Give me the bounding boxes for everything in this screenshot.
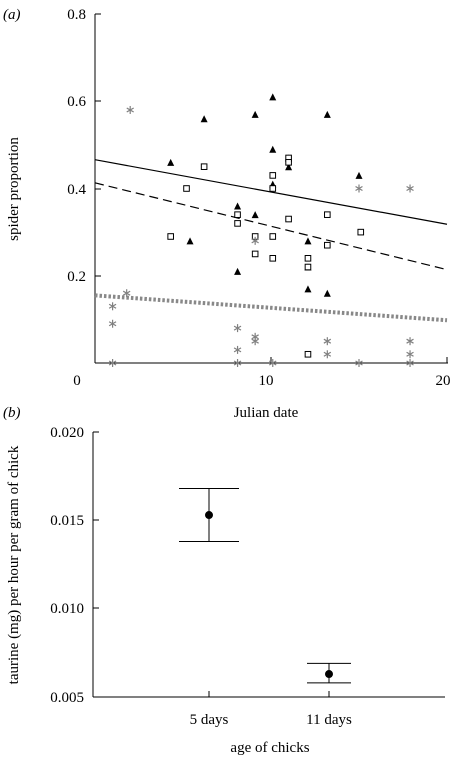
panel-b-ytick-label: 0.005 — [50, 690, 84, 706]
panel-a-xtick-label: 0 — [73, 373, 81, 389]
asterisk-point — [233, 324, 242, 333]
square-point — [200, 163, 208, 170]
panel-a-data-points — [108, 93, 414, 367]
panel-b-category-label: 5 days — [190, 712, 229, 728]
panel-a-y-axis-label: spider proportion — [6, 137, 22, 241]
triangle-point — [304, 285, 312, 293]
asterisk-point — [251, 236, 259, 245]
panel-b-label: (b) — [3, 405, 21, 421]
asterisk-point — [108, 359, 117, 367]
asterisk-point — [126, 105, 134, 114]
triangle-point — [269, 93, 277, 101]
asterisk-point — [233, 345, 242, 354]
triangle-point — [285, 163, 293, 171]
asterisk-point — [323, 337, 332, 346]
regression-line-dashed — [94, 182, 448, 271]
panel-a-ytick-label: 0.8 — [67, 7, 86, 23]
panel-a-xtick-label: 10 — [259, 373, 274, 389]
mean-point — [205, 511, 213, 520]
panel-b-ytick-label: 0.020 — [50, 425, 84, 441]
square-point — [251, 250, 259, 258]
asterisk-point — [406, 359, 414, 367]
panel-b: (b) 0.020 0.015 0.010 0.005 5 days 11 da… — [3, 405, 445, 756]
asterisk-point — [233, 359, 242, 367]
triangle-point — [304, 237, 312, 245]
asterisk-point — [406, 337, 414, 346]
panel-b-x-axis-label: age of chicks — [230, 740, 309, 756]
panel-b-ytick-label: 0.015 — [50, 513, 84, 529]
square-point — [234, 211, 241, 218]
asterisk-point — [406, 184, 414, 193]
square-point — [304, 263, 312, 271]
square-point — [324, 211, 331, 218]
triangle-point — [323, 110, 331, 118]
triangle-point — [186, 237, 194, 245]
asterisk-point — [355, 359, 363, 367]
square-point — [304, 350, 312, 358]
panel-a-x-axis-label: Julian date — [234, 405, 299, 421]
panel-b-error-bars — [179, 488, 351, 684]
mean-point — [325, 670, 333, 679]
square-point — [167, 233, 174, 240]
panel-a-ytick-label: 0.6 — [67, 94, 86, 110]
panel-a: (a) 0.2 0.4 0.6 0.8 0 10 20 spider propo… — [3, 7, 451, 421]
asterisk-point — [406, 350, 414, 359]
square-point — [357, 228, 365, 236]
asterisk-point — [323, 350, 332, 359]
square-point — [269, 172, 277, 179]
asterisk-point — [355, 184, 363, 193]
triangle-point — [200, 115, 208, 123]
panel-a-ytick-label: 0.4 — [67, 182, 86, 198]
square-point — [285, 215, 292, 223]
panel-b-y-axis-label: taurine (mg) per hour per gram of chick — [6, 445, 22, 684]
square-point — [234, 220, 241, 227]
panel-a-regression-lines — [94, 159, 448, 323]
panel-b-ytick-label: 0.010 — [50, 601, 84, 617]
triangle-point — [251, 110, 259, 118]
square-point — [183, 185, 190, 192]
asterisk-point — [251, 337, 259, 346]
regression-line-solid — [94, 159, 448, 225]
triangle-point — [251, 211, 259, 219]
asterisk-point — [122, 289, 131, 298]
triangle-point — [167, 158, 175, 166]
square-point — [324, 241, 331, 249]
asterisk-point — [268, 359, 277, 367]
panel-b-category-label: 11 days — [306, 712, 352, 728]
panel-a-xtick-label: 20 — [436, 373, 451, 389]
triangle-point — [269, 145, 277, 153]
square-point — [269, 233, 277, 240]
triangle-point — [234, 202, 242, 210]
asterisk-point — [108, 302, 117, 311]
square-point — [285, 159, 292, 166]
panel-a-ytick-label: 0.2 — [67, 269, 86, 285]
asterisk-point — [108, 319, 117, 328]
triangle-point — [355, 171, 363, 179]
square-point — [269, 255, 277, 262]
triangle-point — [234, 267, 242, 275]
panel-a-label: (a) — [3, 7, 21, 23]
regression-line-dotted — [94, 293, 448, 323]
triangle-point — [323, 289, 331, 297]
square-point — [304, 255, 312, 262]
square-point — [269, 185, 277, 192]
